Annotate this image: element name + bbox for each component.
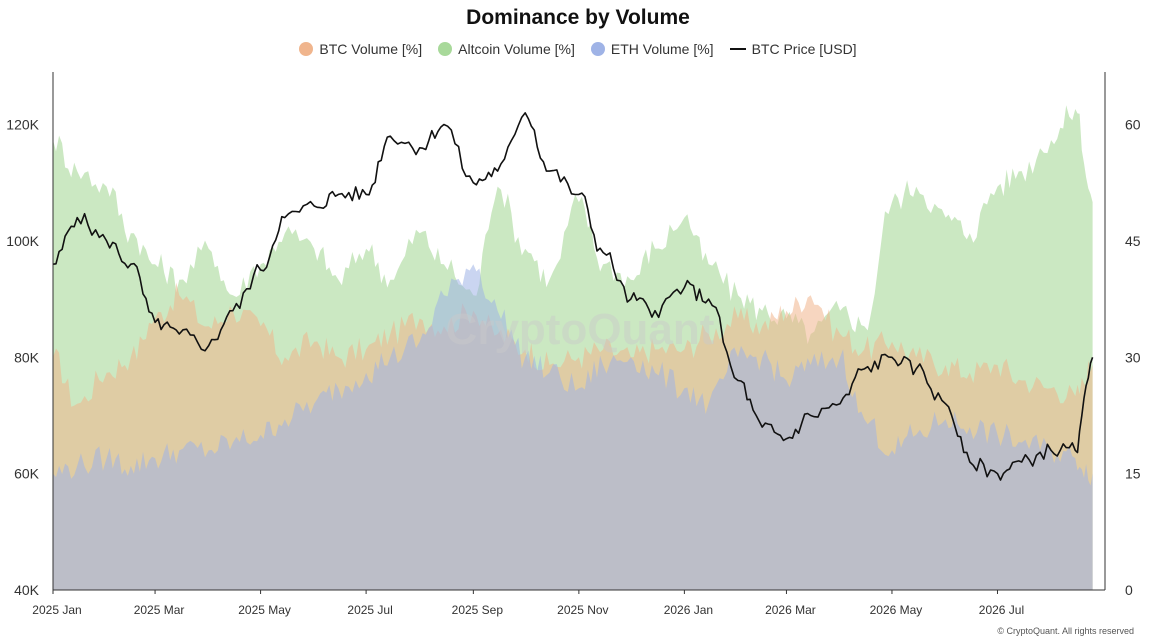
legend-swatch-btc-price — [729, 48, 746, 50]
y-left-tick-label: 40K — [14, 582, 40, 598]
btc-price-line — [52, 112, 1094, 481]
legend-label-btc-price: BTC Price [USD] — [751, 41, 857, 57]
legend-label-altcoin-volume: Altcoin Volume [%] — [458, 41, 575, 57]
watermark: CryptoQuant — [446, 305, 715, 354]
y-right-tick-label: 15 — [1125, 466, 1141, 482]
y-left-tick-label: 80K — [14, 349, 40, 365]
x-tick-label: 2025 May — [238, 603, 291, 617]
y-left-tick-label: 60K — [14, 466, 40, 482]
y-right-tick-label: 0 — [1125, 582, 1133, 598]
x-tick-label: 2026 May — [870, 603, 923, 617]
price-line-layer — [52, 112, 1094, 481]
legend-swatch-btc-volume — [299, 42, 314, 56]
y-left-tick-label: 120K — [6, 117, 39, 133]
y-right-tick-label: 30 — [1125, 349, 1141, 365]
x-tick-label: 2025 Sep — [452, 603, 504, 617]
copyright-credit: © CryptoQuant. All rights reserved — [997, 626, 1134, 636]
chart-title: Dominance by Volume — [466, 6, 690, 29]
x-tick-label: 2026 Mar — [765, 603, 816, 617]
x-tick-label: 2025 Jul — [347, 603, 392, 617]
axes-layer: 40K 60K 80K 100K 120K 0 15 30 45 60 2025 Jan 2025 M… — [6, 72, 1141, 617]
y-right-tick-label: 60 — [1125, 117, 1141, 133]
area-eth-volume — [53, 264, 1093, 590]
area-layer — [53, 105, 1093, 590]
legend-label-btc-volume: BTC Volume [%] — [319, 41, 423, 57]
x-tick-label: 2025 Mar — [134, 603, 185, 617]
legend-item-altcoin-volume[interactable]: Altcoin Volume [%] — [438, 41, 575, 57]
x-tick-label: 2025 Jan — [32, 603, 81, 617]
legend-item-eth-volume[interactable]: ETH Volume [%] — [590, 41, 714, 57]
legend-swatch-altcoin-volume — [438, 42, 453, 56]
legend: BTC Volume [%] Altcoin Volume [%] ETH Vo… — [0, 41, 1156, 57]
x-tick-label: 2025 Nov — [557, 603, 608, 617]
legend-label-eth-volume: ETH Volume [%] — [610, 41, 714, 57]
x-tick-label: 2026 Jan — [664, 603, 713, 617]
legend-item-btc-price[interactable]: BTC Price [USD] — [729, 41, 857, 57]
x-tick-label: 2026 Jul — [979, 603, 1024, 617]
y-left-tick-label: 100K — [6, 233, 39, 249]
legend-item-btc-volume[interactable]: BTC Volume [%] — [299, 41, 422, 57]
y-right-tick-label: 45 — [1125, 233, 1141, 249]
legend-swatch-eth-volume — [590, 42, 605, 56]
